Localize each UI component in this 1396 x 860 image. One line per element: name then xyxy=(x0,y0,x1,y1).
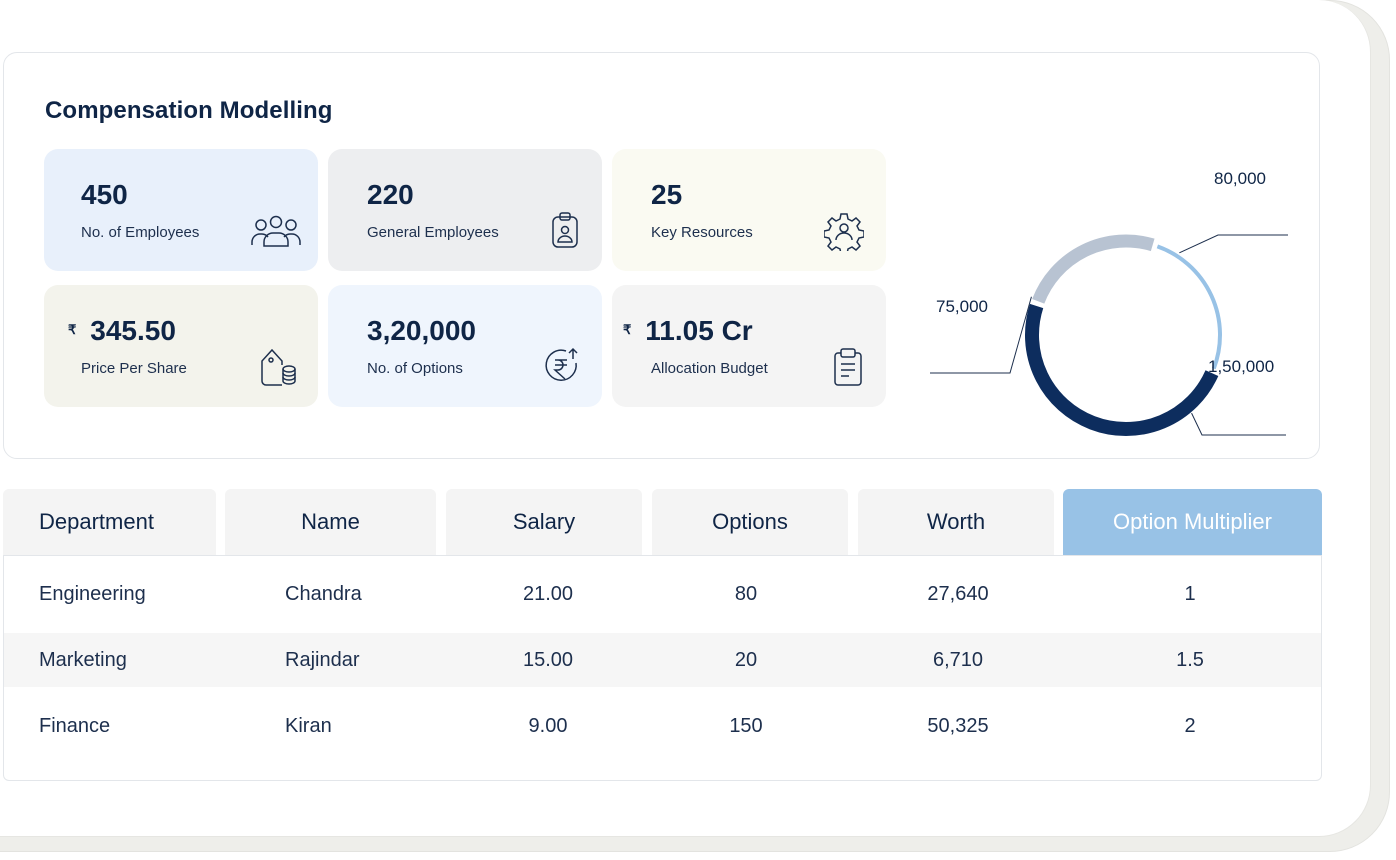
page-title: Compensation Modelling xyxy=(45,97,333,124)
donut-label-150000: 1,50,000 xyxy=(1208,357,1275,376)
cell-department: Marketing xyxy=(39,648,127,671)
stat-value: ₹345.50 xyxy=(68,315,176,347)
cell-option-multiplier: 2 xyxy=(1184,714,1196,737)
column-header-options[interactable]: Options xyxy=(652,489,848,555)
stat-value-number: 345.50 xyxy=(90,315,176,346)
cell-salary: 9.00 xyxy=(528,714,568,737)
cell-salary: 15.00 xyxy=(522,648,574,671)
stat-value: 450 xyxy=(81,179,128,210)
stat-card-price-per-share: ₹345.50 Price Per Share xyxy=(44,285,318,407)
donut-label-75000: 75,000 xyxy=(936,297,988,316)
stat-value: 3,20,000 xyxy=(367,315,476,346)
donut-segment xyxy=(1025,303,1219,436)
price-tag-coins-icon xyxy=(258,347,298,387)
rupee-up-icon xyxy=(542,347,582,387)
donut-segment xyxy=(1156,244,1222,370)
summary-card: Compensation Modelling 450 No. of Employ… xyxy=(3,52,1320,459)
stat-value: 220 xyxy=(367,179,414,210)
cell-options: 80 xyxy=(734,582,758,605)
column-header-option-multiplier[interactable]: Option Multiplier xyxy=(1063,489,1322,555)
donut-leader-line xyxy=(930,296,1032,374)
cell-name: Rajindar xyxy=(285,648,360,671)
stat-card-key-resources: 25 Key Resources xyxy=(612,149,886,271)
stat-card-employees: 450 No. of Employees xyxy=(44,149,318,271)
stat-card-allocation-budget: ₹11.05 Cr Allocation Budget xyxy=(612,285,886,407)
clipboard-icon xyxy=(832,347,864,387)
column-header-name[interactable]: Name xyxy=(225,489,436,555)
column-header-department[interactable]: Department xyxy=(3,489,216,555)
cell-name: Chandra xyxy=(285,582,362,605)
cell-option-multiplier: 1.5 xyxy=(1176,648,1204,671)
stat-card-general-employees: 220 General Employees xyxy=(328,149,602,271)
stat-label: Price Per Share xyxy=(81,360,187,377)
table-row[interactable]: Engineering Chandra 21.00 80 27,640 1 xyxy=(4,567,1321,621)
stat-label: General Employees xyxy=(367,224,499,241)
cell-worth: 6,710 xyxy=(932,648,984,671)
cell-worth: 50,325 xyxy=(927,714,989,737)
cell-salary: 21.00 xyxy=(522,582,574,605)
table-row[interactable]: Finance Kiran 9.00 150 50,325 2 xyxy=(4,699,1321,753)
cell-department: Engineering xyxy=(39,582,146,605)
stat-value: 25 xyxy=(651,179,683,210)
donut-leader-line xyxy=(1179,234,1288,254)
cell-department: Finance xyxy=(39,714,111,737)
column-header-worth[interactable]: Worth xyxy=(858,489,1054,555)
stat-label: No. of Options xyxy=(367,360,463,377)
donut-leader-line xyxy=(1191,412,1286,436)
donut-label-80000: 80,000 xyxy=(1214,169,1266,188)
currency-symbol: ₹ xyxy=(68,322,77,337)
stat-label: No. of Employees xyxy=(81,224,200,241)
column-header-salary[interactable]: Salary xyxy=(446,489,642,555)
id-badge-icon xyxy=(550,211,580,251)
donut-svg xyxy=(930,234,1288,436)
currency-symbol: ₹ xyxy=(623,322,632,337)
stat-label: Allocation Budget xyxy=(651,360,768,377)
cell-worth: 27,640 xyxy=(927,582,989,605)
stat-value: ₹11.05 Cr xyxy=(623,315,753,347)
employees-group-icon xyxy=(250,211,302,251)
table-body: Engineering Chandra 21.00 80 27,640 1 Ma… xyxy=(3,555,1322,781)
table-row[interactable]: Marketing Rajindar 15.00 20 6,710 1.5 xyxy=(4,633,1321,687)
stat-value-number: 11.05 Cr xyxy=(645,315,753,346)
employee-options-table: Department Name Salary Options Worth Opt… xyxy=(3,489,1322,781)
cell-options: 150 xyxy=(729,714,763,737)
cell-option-multiplier: 1 xyxy=(1184,582,1196,605)
cell-name: Kiran xyxy=(285,714,332,737)
gear-person-icon xyxy=(823,211,865,255)
donut-segment xyxy=(1032,234,1155,304)
cell-options: 20 xyxy=(734,648,758,671)
stat-label: Key Resources xyxy=(651,224,753,241)
stat-card-options: 3,20,000 No. of Options xyxy=(328,285,602,407)
options-donut-chart: 80,000 1,50,000 75,000 xyxy=(924,169,1304,453)
